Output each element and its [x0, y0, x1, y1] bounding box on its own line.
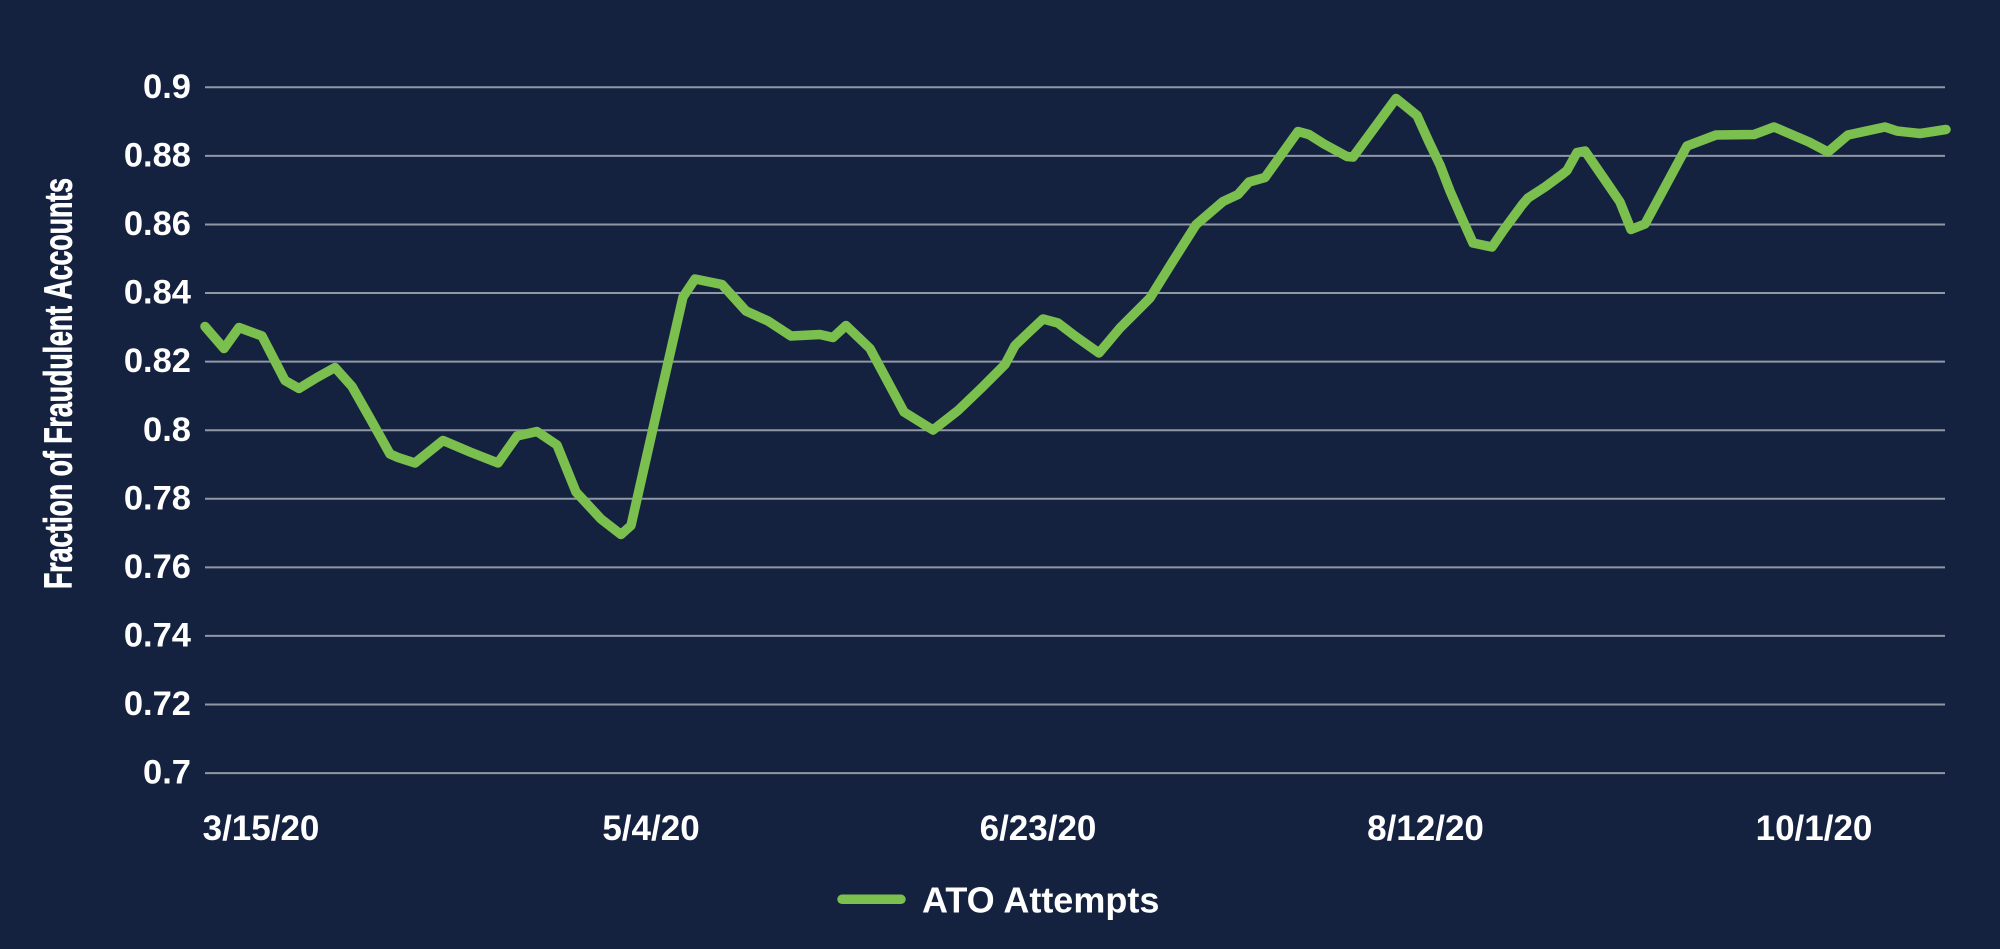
svg-text:0.78: 0.78	[124, 479, 191, 517]
svg-text:Fraction of Fraudulent Account: Fraction of Fraudulent Accounts	[38, 178, 81, 589]
svg-text:5/4/20: 5/4/20	[602, 809, 699, 848]
svg-text:0.76: 0.76	[124, 548, 191, 586]
svg-text:0.8: 0.8	[143, 411, 191, 449]
svg-text:ATO Attempts: ATO Attempts	[922, 880, 1159, 921]
svg-text:0.7: 0.7	[143, 754, 191, 792]
svg-text:0.86: 0.86	[124, 205, 191, 243]
svg-text:8/12/20: 8/12/20	[1367, 809, 1484, 848]
svg-text:0.82: 0.82	[124, 342, 191, 380]
svg-text:10/1/20: 10/1/20	[1756, 809, 1873, 848]
svg-text:3/15/20: 3/15/20	[203, 809, 320, 848]
svg-text:0.88: 0.88	[124, 137, 191, 175]
svg-text:0.72: 0.72	[124, 685, 191, 723]
svg-text:0.9: 0.9	[143, 68, 191, 106]
svg-text:6/23/20: 6/23/20	[980, 809, 1097, 848]
svg-text:0.84: 0.84	[124, 274, 191, 312]
svg-text:0.74: 0.74	[124, 617, 191, 655]
